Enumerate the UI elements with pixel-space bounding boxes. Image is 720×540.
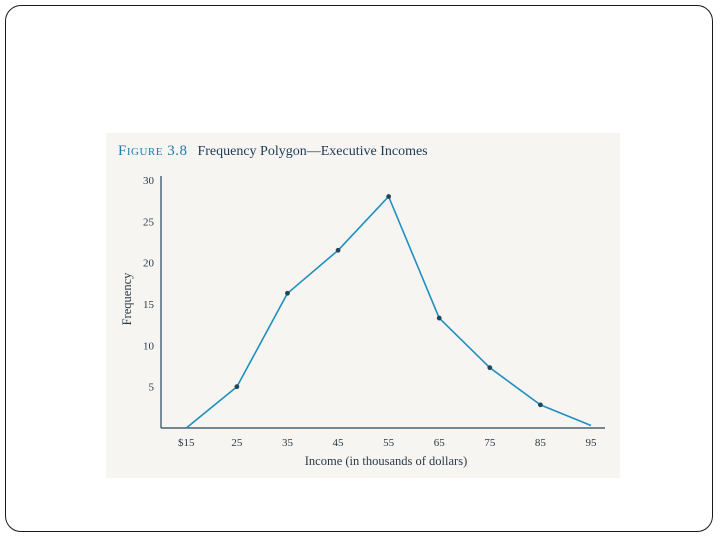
- figure-caption: Figure 3.8 Frequency Polygon—Executive In…: [118, 143, 428, 160]
- figure-number: Figure 3.8: [118, 143, 188, 159]
- data-point: [285, 290, 290, 296]
- y-tick-label: 10: [143, 340, 155, 352]
- data-point: [436, 315, 442, 321]
- figure-panel: [106, 133, 620, 478]
- y-tick-label: 5: [149, 382, 155, 394]
- data-point: [386, 194, 392, 199]
- x-tick-label: 85: [535, 437, 547, 449]
- data-point: [335, 247, 341, 253]
- y-tick-label: 20: [143, 258, 155, 270]
- y-tick-label: 25: [143, 216, 155, 228]
- x-tick-label: 45: [333, 437, 345, 449]
- x-tick-label: 65: [434, 437, 446, 449]
- y-tick-label: 30: [143, 175, 155, 187]
- x-tick-label: 25: [231, 437, 243, 449]
- data-point: [487, 365, 493, 371]
- y-axis-title: Frequency: [120, 272, 134, 326]
- data-point: [234, 384, 240, 390]
- x-tick-label: 75: [484, 437, 496, 449]
- y-tick-label: 15: [143, 299, 155, 311]
- x-tick-label: 35: [282, 437, 294, 449]
- x-axis-ticks: $15 25 35 45 55 65 75 85 95: [178, 437, 597, 449]
- x-axis-title: Income (in thousands of dollars): [305, 454, 467, 468]
- x-tick-label: $15: [178, 437, 195, 449]
- y-axis-ticks: 5 10 15 20 25 30: [143, 175, 155, 394]
- data-point: [538, 402, 543, 408]
- x-tick-label: 55: [383, 437, 395, 449]
- x-tick-label: 95: [586, 437, 598, 449]
- series-line: [185, 195, 592, 429]
- figure-title: Frequency Polygon—Executive Incomes: [197, 144, 428, 159]
- series-layer: [185, 194, 592, 429]
- chart-axes: [160, 176, 605, 429]
